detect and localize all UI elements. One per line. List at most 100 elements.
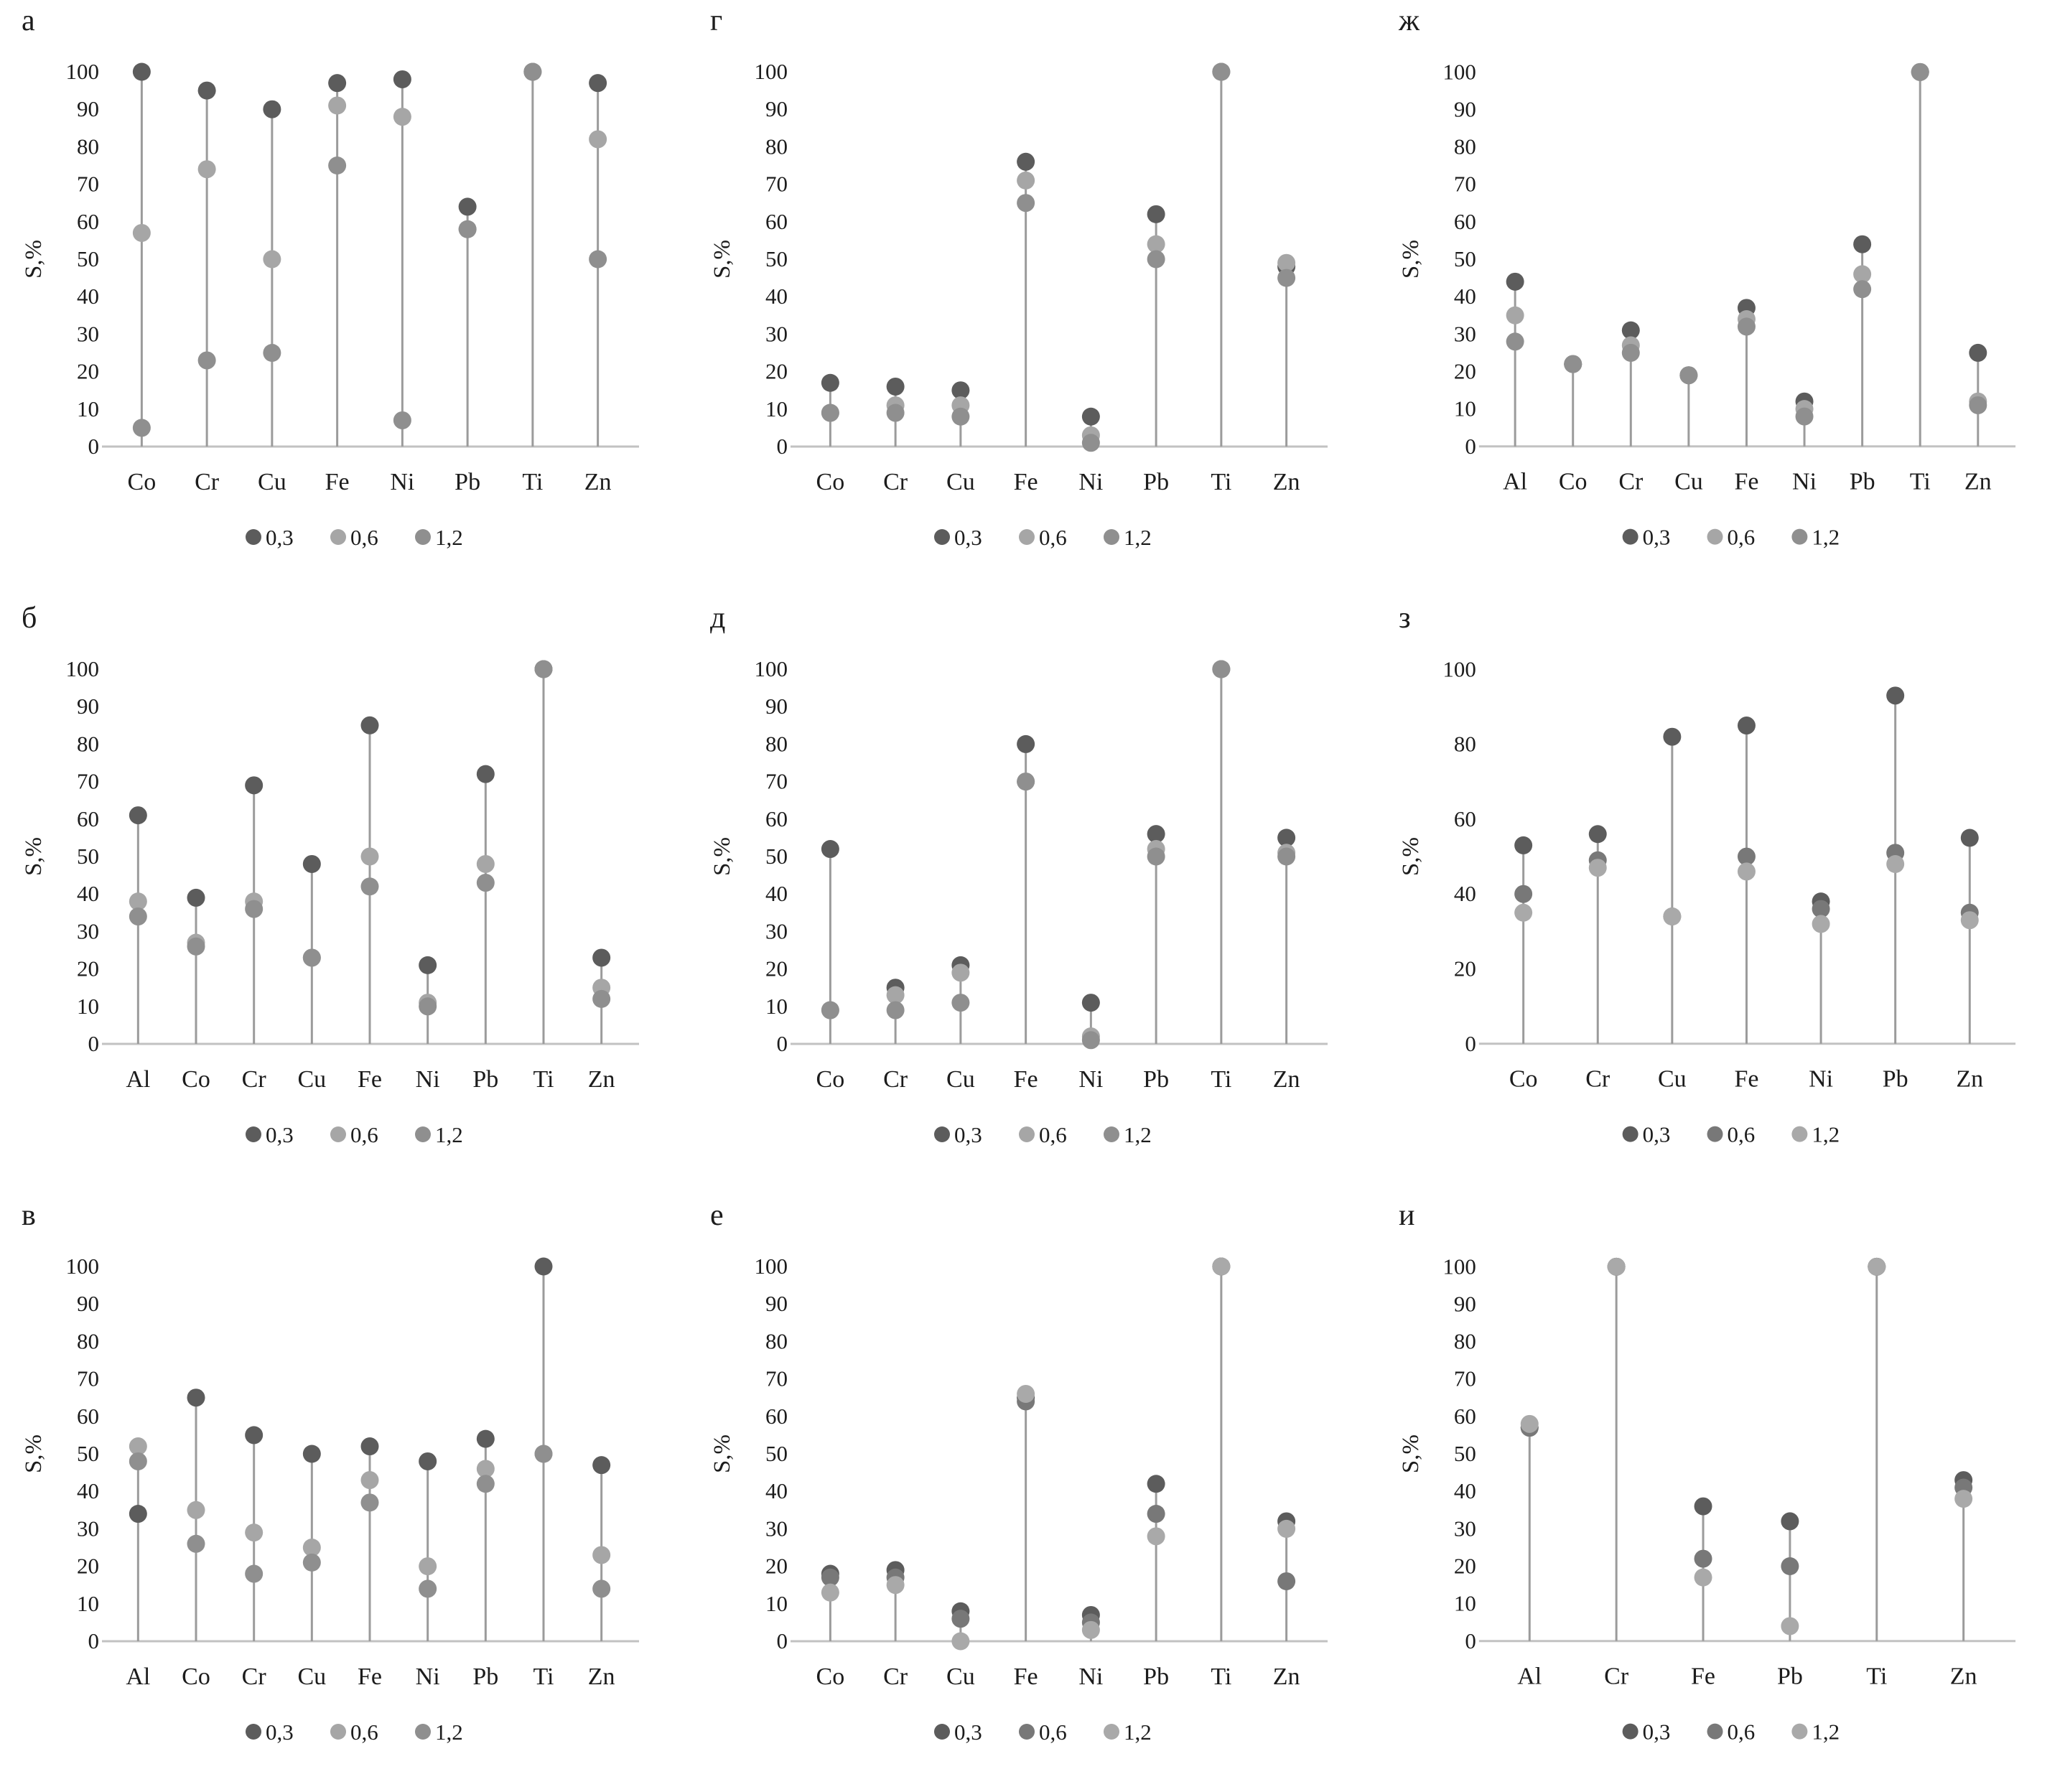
data-point-Fe-0,6 [1017, 171, 1035, 190]
data-point-Cu-0,6 [263, 250, 281, 269]
legend-label-0,6: 0,6 [1727, 1122, 1755, 1147]
x-category-label: Zn [1273, 1066, 1300, 1093]
data-point-Cr-1,2 [245, 1564, 264, 1583]
legend-marker-0,6 [1019, 1126, 1035, 1142]
legend-marker-0,3 [1622, 1126, 1639, 1142]
y-tick-label: 70 [77, 172, 99, 197]
legend-marker-0,3 [934, 529, 950, 545]
x-category-label: Ti [1910, 469, 1931, 495]
legend-marker-1,2 [1104, 529, 1119, 545]
y-tick-label: 30 [77, 1516, 99, 1541]
data-point-Ni-0,3 [419, 956, 437, 974]
y-tick-label: 100 [66, 1254, 100, 1279]
y-tick-label: 100 [1442, 1254, 1476, 1279]
y-tick-label: 40 [1454, 1478, 1476, 1503]
data-point-Zn-1,2 [1954, 1490, 1973, 1508]
x-category-label: Pb [1777, 1663, 1803, 1690]
legend-marker-0,3 [934, 1126, 950, 1142]
chart-panel-zh: ж 0 10 20 30 40 50 60 70 80 90 100 S,% Al Co Cr Cu Fe Ni P… [1377, 0, 2065, 597]
chart-panel-d: д 0 10 20 30 40 50 60 70 80 90 100 S,% Co Cr Cu Fe Ni Pb T… [689, 597, 1377, 1195]
data-point-Fe-0,3 [328, 74, 347, 93]
y-tick-label: 0 [1465, 1628, 1476, 1653]
y-tick-label: 80 [77, 134, 99, 159]
data-point-Fe-1,2 [360, 877, 379, 896]
x-category-label: Co [182, 1663, 210, 1690]
y-tick-label: 0 [88, 1628, 100, 1653]
y-tick-label: 0 [1465, 1031, 1476, 1056]
y-axis-title: S,% [21, 837, 47, 876]
y-axis-title: S,% [709, 1434, 735, 1473]
y-tick-label: 60 [77, 806, 99, 831]
y-tick-label: 100 [1442, 656, 1476, 681]
legend-label-1,2: 1,2 [1124, 1719, 1152, 1745]
panel-label-a: а [22, 4, 35, 37]
y-tick-label: 40 [1454, 881, 1476, 906]
data-point-Pb-0,3 [458, 197, 477, 216]
x-category-label: Zn [1964, 469, 1992, 495]
data-point-Pb-1,2 [476, 874, 495, 892]
data-point-Cr-0,6 [886, 986, 905, 1004]
legend-marker-0,6 [1707, 528, 1723, 545]
y-tick-label: 90 [765, 1291, 788, 1316]
legend-marker-0,6 [330, 1724, 346, 1740]
data-point-Cu-0,3 [263, 100, 281, 118]
y-axis-title: S,% [1398, 1434, 1424, 1473]
data-point-Zn-0,3 [592, 1456, 611, 1475]
data-point-Cr-0,6 [245, 1523, 264, 1542]
data-point-Ti-1,2 [534, 660, 553, 678]
data-point-Zn-0,6 [589, 130, 607, 149]
data-point-Al-1,2 [129, 1452, 147, 1470]
legend-marker-0,6 [1707, 1126, 1723, 1142]
y-tick-label: 60 [765, 209, 788, 234]
data-point-Co-0,3 [821, 840, 839, 859]
y-tick-label: 30 [77, 321, 99, 346]
legend-label-0,6: 0,6 [1727, 1719, 1755, 1745]
x-category-label: Pb [1883, 1066, 1908, 1093]
y-tick-label: 100 [755, 1254, 788, 1279]
y-tick-label: 70 [1454, 172, 1476, 197]
x-category-label: Cu [946, 1663, 975, 1690]
y-tick-label: 90 [77, 1291, 99, 1316]
data-point-Fe-1,2 [328, 157, 347, 174]
y-tick-label: 70 [1454, 1366, 1476, 1391]
y-tick-label: 0 [777, 1628, 788, 1653]
x-category-label: Pb [1143, 1066, 1169, 1093]
data-point-Co-1,2 [821, 1001, 839, 1019]
data-point-Fe-1,2 [1017, 194, 1035, 213]
data-point-Ti-1,2 [1911, 62, 1929, 81]
y-tick-label: 40 [765, 881, 788, 906]
legend-marker-1,2 [1104, 1724, 1119, 1740]
data-point-Al-0,6 [129, 892, 147, 911]
x-category-label: Pb [1850, 469, 1875, 495]
x-category-label: Pb [1143, 469, 1169, 495]
data-point-Fe-0,6 [328, 96, 347, 115]
data-point-Zn-0,3 [1277, 829, 1296, 847]
y-tick-label: 80 [765, 134, 788, 159]
y-axis-title: S,% [1398, 837, 1424, 876]
x-category-label: Ni [1809, 1066, 1833, 1093]
data-point-Ti-0,3 [534, 1257, 553, 1276]
y-tick-label: 60 [1454, 806, 1476, 831]
y-tick-label: 20 [77, 359, 99, 384]
data-point-Al-0,3 [129, 1505, 147, 1523]
y-tick-label: 30 [1454, 1516, 1476, 1541]
x-category-label: Co [128, 469, 157, 495]
chart-canvas-a: 0 10 20 30 40 50 60 70 80 90 100 S,% Co Cr Cu Fe Ni Pb Ti Z… [21, 59, 639, 550]
y-tick-label: 40 [765, 284, 788, 309]
data-point-Co-1,2 [821, 403, 839, 422]
data-point-Fe-1,2 [1017, 773, 1035, 791]
x-category-label: Ni [1792, 469, 1817, 495]
y-axis-title: S,% [21, 240, 47, 279]
data-point-Pb-0,6 [1147, 235, 1165, 253]
y-tick-label: 40 [77, 881, 99, 906]
panel-label-d: д [710, 602, 726, 635]
data-point-Cr-0,3 [245, 776, 264, 795]
data-point-Ti-1,2 [1212, 62, 1231, 81]
x-category-label: Ti [522, 469, 543, 495]
x-category-label: Cr [1585, 1066, 1610, 1093]
data-point-Ni-1,2 [419, 1579, 437, 1598]
data-point-Ni-0,6 [393, 108, 411, 126]
data-point-Ni-0,6 [1812, 900, 1830, 918]
x-category-label: Zn [584, 469, 612, 495]
data-point-Pb-0,6 [476, 1460, 495, 1478]
